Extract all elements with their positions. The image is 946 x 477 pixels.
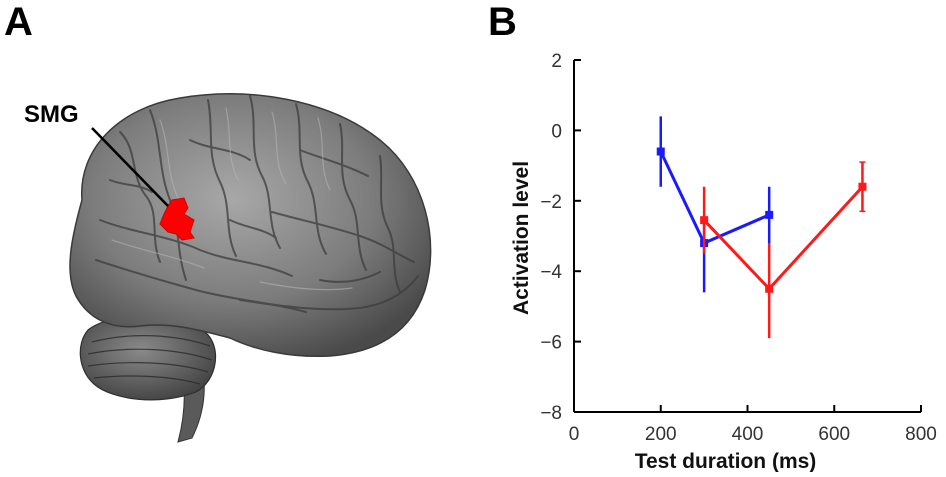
x-tick-label: 200 [645,424,677,445]
brain-panel: SMG [0,0,470,472]
x-axis-title: Test duration (ms) [635,450,817,472]
y-tick-label: −8 [540,403,562,424]
data-point [656,147,665,156]
data-point [765,284,774,293]
chart-axes [573,59,922,413]
smg-activation [159,197,195,241]
x-tick-label: 800 [905,424,937,445]
x-tick-label: 600 [818,424,850,445]
data-point [700,216,709,225]
data-point [765,210,774,219]
activation-chart: 2 0 −2 −4 −6 −8 0 200 400 600 800 Test duration (ms… [510,51,937,472]
y-tick-label: 0 [551,121,562,142]
cerebrum [69,93,432,358]
chart-labels: 2 0 −2 −4 −6 −8 0 200 400 600 800 Test duration (ms… [510,51,937,472]
smg-label: SMG [24,101,79,128]
y-tick-label: 2 [551,51,562,72]
x-tick-label: 0 [569,424,580,445]
brain-illustration: SMG [24,93,432,443]
y-tick-label: −2 [540,192,562,213]
chart-series [656,116,867,339]
series-line [659,150,770,245]
panel-b-label: B [488,0,517,44]
smg-pointer-line [91,127,169,207]
panel-a-label: A [4,0,33,44]
data-point [858,182,867,191]
x-tick-label: 400 [732,424,764,445]
y-axis-title: Activation level [510,161,533,315]
y-tick-label: −4 [540,262,562,283]
series-line [703,185,864,292]
y-tick-label: −6 [540,333,562,354]
